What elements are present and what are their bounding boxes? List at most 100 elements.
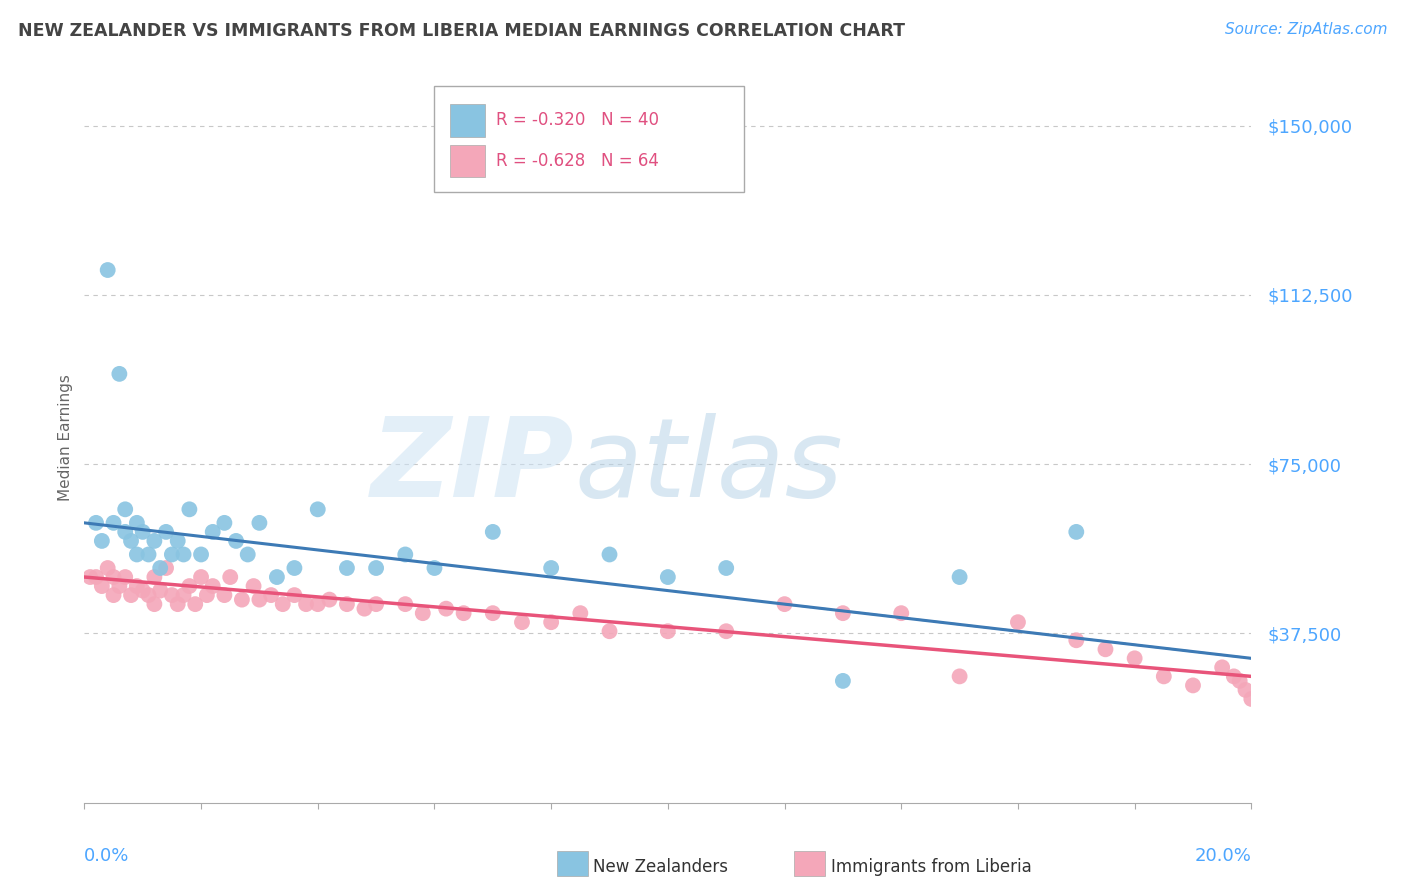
FancyBboxPatch shape <box>434 86 744 192</box>
Point <box>307 502 329 516</box>
Point <box>173 588 195 602</box>
Point <box>143 570 166 584</box>
Point <box>84 570 107 584</box>
Point <box>236 548 259 562</box>
Point <box>179 502 201 516</box>
Point <box>1007 615 1029 630</box>
Point <box>336 561 359 575</box>
Point <box>90 579 112 593</box>
Point <box>155 561 177 575</box>
Point <box>295 597 318 611</box>
Point <box>195 588 218 602</box>
Point <box>394 548 416 562</box>
Point <box>1123 651 1146 665</box>
Point <box>540 561 562 575</box>
Point <box>716 624 738 639</box>
Point <box>138 588 160 602</box>
Text: 0.0%: 0.0% <box>84 847 129 864</box>
Text: R = -0.628   N = 64: R = -0.628 N = 64 <box>496 152 659 169</box>
Point <box>890 606 912 620</box>
Point <box>1211 660 1233 674</box>
Point <box>453 606 475 620</box>
Point <box>1153 669 1175 683</box>
Point <box>773 597 796 611</box>
Point <box>97 263 120 277</box>
Text: Source: ZipAtlas.com: Source: ZipAtlas.com <box>1225 22 1388 37</box>
Point <box>832 673 855 688</box>
Point <box>108 579 131 593</box>
Point <box>307 597 329 611</box>
Point <box>231 592 253 607</box>
Point <box>366 561 388 575</box>
Point <box>1234 682 1257 697</box>
Point <box>599 624 621 639</box>
Point <box>190 570 212 584</box>
Point <box>166 533 188 548</box>
Point <box>143 597 166 611</box>
Point <box>120 588 142 602</box>
Point <box>214 516 236 530</box>
Point <box>79 570 101 584</box>
Point <box>423 561 446 575</box>
Text: Immigrants from Liberia: Immigrants from Liberia <box>831 858 1032 876</box>
Point <box>225 533 247 548</box>
Point <box>540 615 562 630</box>
Point <box>249 516 271 530</box>
Point <box>283 561 305 575</box>
Point <box>1182 678 1205 692</box>
Point <box>125 516 148 530</box>
Point <box>149 583 172 598</box>
Point <box>434 601 457 615</box>
Point <box>716 561 738 575</box>
Point <box>949 669 972 683</box>
Point <box>394 597 416 611</box>
Point <box>318 592 340 607</box>
Point <box>1229 673 1251 688</box>
Point <box>412 606 434 620</box>
Point <box>103 516 125 530</box>
Point <box>155 524 177 539</box>
Point <box>832 606 855 620</box>
Point <box>84 516 107 530</box>
Bar <box>450 145 485 178</box>
Point <box>353 601 375 615</box>
Point <box>114 502 136 516</box>
Text: New Zealanders: New Zealanders <box>593 858 728 876</box>
Point <box>138 548 160 562</box>
Point <box>1240 692 1263 706</box>
Point <box>120 533 142 548</box>
Point <box>336 597 359 611</box>
Point <box>366 597 388 611</box>
Point <box>657 624 679 639</box>
Point <box>125 548 148 562</box>
Point <box>108 367 131 381</box>
Point <box>214 588 236 602</box>
Point <box>132 583 155 598</box>
Point <box>97 561 120 575</box>
Point <box>143 533 166 548</box>
Point <box>125 579 148 593</box>
Point <box>166 597 188 611</box>
Point <box>201 579 224 593</box>
Point <box>1223 669 1246 683</box>
Point <box>599 548 621 562</box>
Point <box>103 588 125 602</box>
Point <box>132 524 155 539</box>
Point <box>90 533 112 548</box>
Point <box>179 579 201 593</box>
Point <box>242 579 264 593</box>
Point <box>149 561 172 575</box>
Point <box>190 548 212 562</box>
Point <box>260 588 283 602</box>
Point <box>173 548 195 562</box>
Point <box>510 615 533 630</box>
Text: ZIP: ZIP <box>371 413 575 520</box>
Point <box>569 606 592 620</box>
Text: R = -0.320   N = 40: R = -0.320 N = 40 <box>496 112 659 129</box>
Point <box>114 570 136 584</box>
Point <box>249 592 271 607</box>
Text: 20.0%: 20.0% <box>1195 847 1251 864</box>
Point <box>184 597 207 611</box>
Point <box>482 606 505 620</box>
Point <box>114 524 136 539</box>
